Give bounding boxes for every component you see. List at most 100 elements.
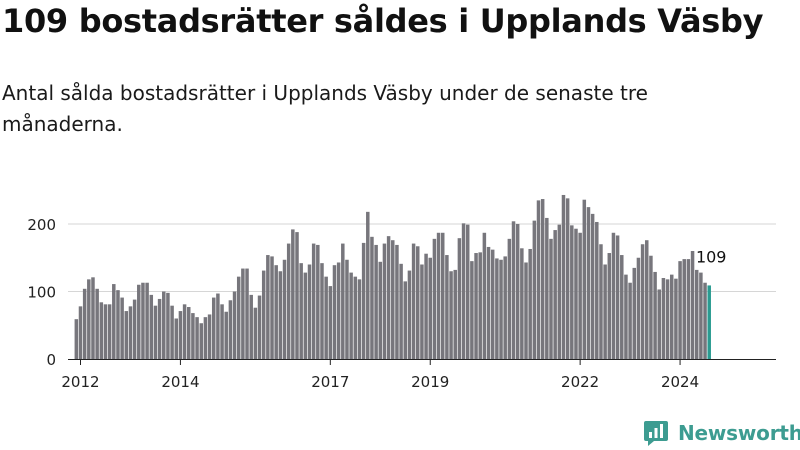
chart-title: 109 bostadsrätter såldes i Upplands Väsb… [2,2,764,40]
bar [540,199,545,359]
bar [611,232,616,359]
bar [640,244,645,359]
bar [570,225,574,359]
data-labels: 109 [696,247,727,266]
bar [649,255,653,359]
bar [686,259,691,359]
bar [78,306,83,359]
bar [515,224,520,359]
bar [199,323,203,359]
bar [291,229,295,359]
bar [582,199,587,359]
bar [661,278,666,359]
bars [74,194,711,360]
bar [182,304,187,359]
bar [578,232,582,359]
bar [124,311,129,359]
bar [520,248,524,359]
bar [91,277,95,359]
bar [332,265,337,359]
bar [74,319,79,359]
bar [399,263,403,359]
bar [166,292,170,359]
bar [553,230,557,359]
bar [249,294,253,360]
bar [162,291,166,359]
bar [103,304,108,359]
bar [411,243,416,359]
bar [424,253,428,359]
bar [141,282,145,359]
bar [599,244,603,359]
bar [669,274,674,360]
bar [674,278,678,359]
bar [257,295,262,359]
latest-value-label: 109 [696,247,727,266]
bar [120,297,124,359]
bar [420,264,424,359]
bar [95,288,99,359]
bar [603,264,607,359]
bar [532,220,537,360]
bar [224,311,228,359]
bar [436,232,441,359]
bar [178,311,183,359]
bar [590,213,595,360]
bar [620,255,624,359]
bar [628,282,632,359]
x-tick-label: 2022 [561,373,599,391]
bar [349,272,353,359]
bar [682,259,686,359]
bar [386,236,391,359]
bar [361,242,366,359]
bar [170,305,174,359]
bar [87,279,91,359]
bar [445,255,449,359]
bar [320,263,324,359]
bar [482,232,487,359]
bar [699,272,703,359]
newsworthy-logo-icon [644,421,668,446]
bar [370,236,374,359]
bar [295,232,299,359]
bar [132,299,137,359]
bar [149,294,154,360]
bar [586,207,591,360]
axes: 0 100 200 2012 2014 2017 2019 2022 2024 [27,216,776,391]
bar [157,298,162,359]
bar [378,261,383,359]
bar [665,279,670,359]
bar [107,304,112,359]
bar [657,289,661,359]
bar [511,221,516,359]
bar [324,276,328,359]
bar [474,253,478,359]
bar [503,256,507,359]
bar [528,248,532,359]
bar [607,253,612,359]
x-tick-label: 2012 [61,373,99,391]
y-tick-label: 0 [46,351,56,369]
bar [678,261,682,360]
bar [307,264,312,359]
bar [636,257,641,359]
bar [357,279,362,359]
bar [465,224,470,359]
bar [645,240,649,359]
bar [286,243,291,359]
bar [461,223,466,359]
bar [366,211,370,359]
bar [374,244,378,359]
bar [561,194,566,359]
bar [470,261,474,360]
bar [274,265,278,359]
y-tick-label: 100 [27,284,56,302]
bar [395,244,399,359]
bar [478,252,482,359]
bar [440,232,445,359]
bar [253,307,258,359]
bar [457,238,462,359]
x-tick-label: 2019 [411,373,449,391]
bar [574,228,578,359]
